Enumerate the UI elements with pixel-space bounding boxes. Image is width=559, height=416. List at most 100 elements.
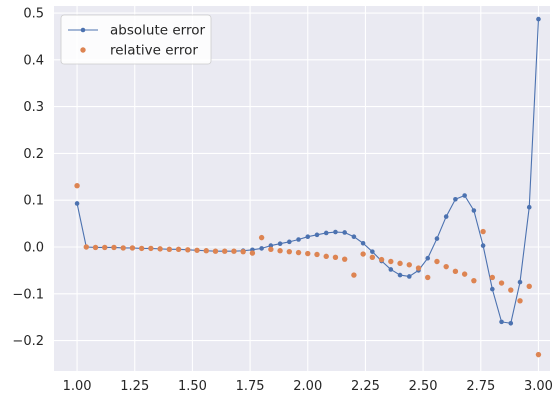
data-point	[278, 241, 283, 246]
data-point	[259, 235, 264, 240]
data-point	[379, 257, 384, 262]
data-point	[314, 252, 319, 257]
data-point	[517, 298, 522, 303]
y-tick-label: 0.5	[23, 7, 44, 22]
data-point	[84, 244, 89, 249]
data-point	[111, 245, 116, 250]
data-point	[518, 280, 523, 285]
data-point	[416, 265, 421, 270]
data-point	[148, 246, 153, 251]
data-point	[324, 254, 329, 259]
data-point	[74, 183, 79, 188]
y-axis-ticks: −0.2 −0.1 0.0 0.1 0.2 0.3 0.4 0.5	[12, 7, 44, 350]
data-point	[75, 201, 80, 206]
data-point	[453, 197, 458, 202]
legend-label: relative error	[110, 43, 198, 59]
data-point	[453, 269, 458, 274]
data-point	[444, 214, 449, 219]
x-tick-label: 3.00	[524, 379, 553, 394]
data-point	[93, 245, 98, 250]
data-point	[389, 267, 394, 272]
legend-marker-swatch	[81, 28, 86, 33]
data-point	[462, 271, 467, 276]
data-point	[508, 321, 513, 326]
data-point	[296, 237, 301, 242]
data-point	[268, 247, 273, 252]
data-point	[425, 275, 430, 280]
x-tick-label: 2.75	[466, 379, 495, 394]
data-point	[527, 284, 532, 289]
data-point	[360, 251, 365, 256]
data-point	[472, 208, 477, 213]
data-point	[305, 234, 310, 239]
x-tick-label: 2.50	[409, 379, 438, 394]
data-point	[361, 241, 366, 246]
x-tick-label: 2.00	[293, 379, 322, 394]
data-point	[536, 352, 541, 357]
data-point	[499, 280, 504, 285]
data-point	[443, 264, 448, 269]
data-point	[259, 246, 264, 251]
legend-label: absolute error	[110, 23, 205, 39]
data-point	[222, 249, 227, 254]
data-point	[481, 243, 486, 248]
data-point	[435, 236, 440, 241]
data-point	[370, 249, 375, 254]
data-point	[130, 245, 135, 250]
data-point	[490, 287, 495, 292]
data-point	[508, 287, 513, 292]
x-tick-label: 1.25	[120, 379, 149, 394]
y-tick-label: −0.2	[12, 334, 44, 349]
data-point	[296, 250, 301, 255]
data-point	[527, 205, 532, 210]
data-point	[342, 230, 347, 235]
data-point	[167, 247, 172, 252]
data-point	[407, 274, 412, 279]
x-tick-label: 1.50	[178, 379, 207, 394]
legend: absolute error relative error	[61, 15, 211, 64]
y-tick-label: 0.0	[23, 240, 44, 255]
y-tick-label: 0.4	[23, 53, 44, 68]
data-point	[407, 262, 412, 267]
y-tick-label: −0.1	[12, 287, 44, 302]
data-point	[425, 256, 430, 261]
data-point	[176, 247, 181, 252]
data-point	[139, 246, 144, 251]
data-point	[434, 259, 439, 264]
y-tick-label: 0.3	[23, 100, 44, 115]
data-point	[240, 249, 245, 254]
x-tick-label: 1.75	[236, 379, 265, 394]
data-point	[333, 230, 338, 235]
data-point	[398, 273, 403, 278]
data-point	[490, 275, 495, 280]
y-tick-label: 0.1	[23, 194, 44, 209]
data-point	[342, 256, 347, 261]
data-point	[315, 233, 320, 238]
data-point	[471, 278, 476, 283]
data-point	[499, 320, 504, 325]
x-tick-label: 2.25	[351, 379, 380, 394]
data-point	[462, 193, 467, 198]
data-point	[305, 251, 310, 256]
data-point	[351, 272, 356, 277]
data-point	[370, 255, 375, 260]
data-point	[204, 248, 209, 253]
data-point	[231, 249, 236, 254]
x-axis-ticks: 1.00 1.25 1.50 1.75 2.00 2.25 2.50 2.75 3.00	[63, 379, 553, 394]
data-point	[388, 259, 393, 264]
data-point	[277, 248, 282, 253]
legend-marker-swatch	[80, 47, 85, 52]
data-point	[121, 245, 126, 250]
data-point	[185, 247, 190, 252]
y-tick-label: 0.2	[23, 147, 44, 162]
data-point	[157, 246, 162, 251]
data-point	[213, 249, 218, 254]
data-point	[536, 17, 541, 22]
data-point	[352, 234, 357, 239]
data-point	[397, 261, 402, 266]
data-point	[287, 240, 292, 245]
data-point	[324, 231, 329, 236]
data-point	[194, 248, 199, 253]
data-point	[333, 255, 338, 260]
